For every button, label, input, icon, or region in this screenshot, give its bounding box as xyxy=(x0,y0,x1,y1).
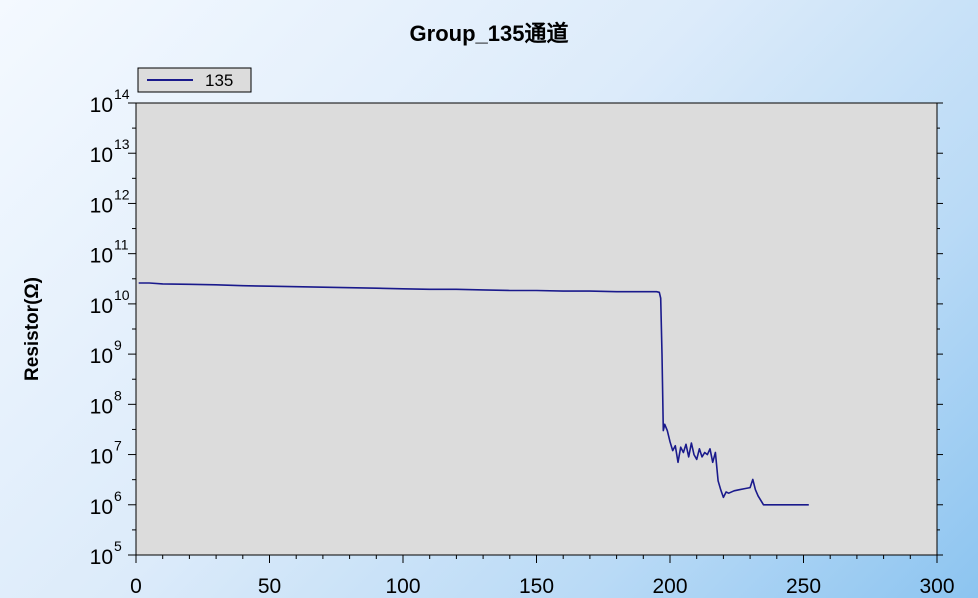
y-tick-exponent: 12 xyxy=(114,186,130,202)
y-tick-label: 10 xyxy=(90,546,113,569)
y-tick-label: 10 xyxy=(90,395,113,418)
y-tick-label: 10 xyxy=(90,245,113,268)
x-tick-label: 50 xyxy=(258,575,281,598)
series-group xyxy=(138,282,809,506)
y-tick-label: 10 xyxy=(90,94,113,117)
y-tick-exponent: 14 xyxy=(114,86,130,102)
y-tick-label: 10 xyxy=(90,345,113,368)
y-tick-exponent: 9 xyxy=(114,337,122,353)
y-tick-label: 10 xyxy=(90,496,113,519)
y-tick-label: 10 xyxy=(90,194,113,217)
x-tick-label: 250 xyxy=(786,575,821,598)
x-tick-label: 0 xyxy=(130,575,142,598)
y-tick-exponent: 11 xyxy=(114,237,129,253)
y-tick-exponent: 5 xyxy=(114,538,122,554)
legend-label-135: 135 xyxy=(205,71,233,90)
x-tick-label: 100 xyxy=(385,575,420,598)
y-tick-exponent: 8 xyxy=(114,387,122,403)
y-tick-exponent: 7 xyxy=(114,438,122,454)
y-tick-label: 10 xyxy=(90,144,113,167)
series-line-135 xyxy=(138,282,809,506)
axis-ticks xyxy=(128,102,943,563)
x-tick-label: 300 xyxy=(919,575,954,598)
y-tick-exponent: 6 xyxy=(114,488,122,504)
chart-title: Group_135通道 xyxy=(410,21,569,46)
x-tick-label: 200 xyxy=(652,575,687,598)
x-axis-tick-labels: 0 50 100 150 200 250 300 xyxy=(130,575,954,598)
y-tick-exponent: 13 xyxy=(114,136,130,152)
plot-area xyxy=(135,102,938,556)
y-axis-label: Resistor(Ω) xyxy=(22,277,43,381)
y-tick-label: 10 xyxy=(90,295,113,318)
y-tick-label: 10 xyxy=(90,446,113,469)
x-tick-label: 150 xyxy=(519,575,554,598)
y-tick-exponent: 10 xyxy=(114,287,130,303)
legend: 135 xyxy=(137,67,252,93)
